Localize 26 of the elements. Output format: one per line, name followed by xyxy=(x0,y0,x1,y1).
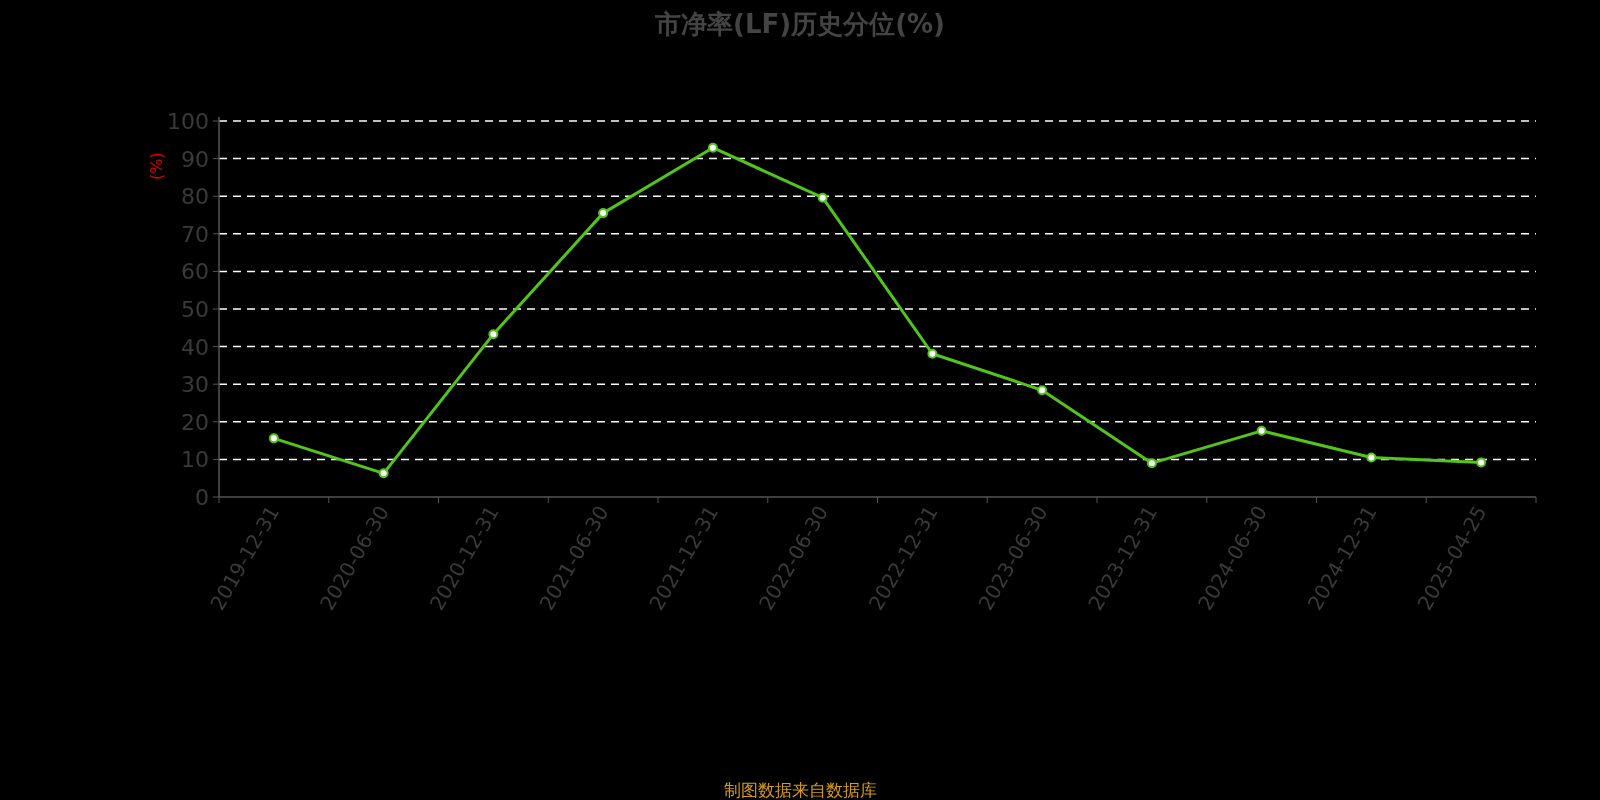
y-tick-label: 30 xyxy=(181,372,209,398)
point xyxy=(1366,452,1377,463)
y-tick-label: 60 xyxy=(181,259,209,285)
point xyxy=(927,348,938,359)
y-tick-label: 0 xyxy=(195,485,209,510)
point xyxy=(1256,425,1267,436)
y-tick-label: 40 xyxy=(181,334,209,360)
y-tick-label: 50 xyxy=(181,297,209,322)
point xyxy=(1476,457,1487,468)
y-tick-label: 20 xyxy=(181,409,209,435)
point xyxy=(268,433,279,444)
point xyxy=(488,329,499,340)
chart-title: 市净率(LF)历史分位(%) xyxy=(654,9,945,39)
point xyxy=(707,142,718,153)
point xyxy=(598,208,609,219)
y-tick-label: 70 xyxy=(181,221,209,247)
point xyxy=(817,192,828,203)
y-axis-title: (%) xyxy=(147,152,166,180)
y-tick-label: 10 xyxy=(181,447,209,473)
point xyxy=(1146,458,1157,469)
point xyxy=(378,468,389,479)
y-tick-label: 90 xyxy=(181,146,209,172)
y-tick-label: 100 xyxy=(167,109,209,134)
y-tick-label: 80 xyxy=(181,184,209,210)
point xyxy=(1037,385,1048,396)
text: 制图数据来自数据库 xyxy=(723,780,877,800)
